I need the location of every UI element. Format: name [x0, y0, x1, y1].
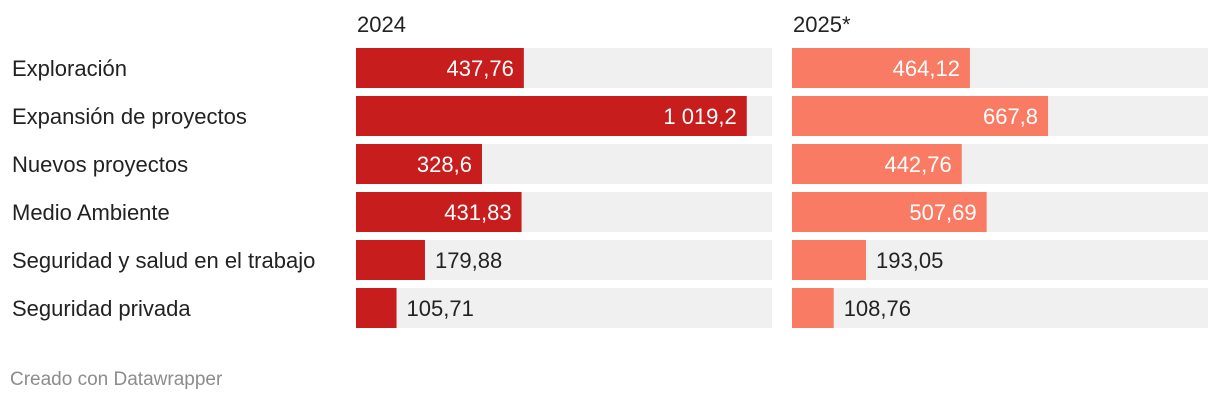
- bar: [792, 96, 1049, 136]
- data-label: 464,12: [893, 56, 960, 81]
- bar: [792, 48, 970, 88]
- data-label: 667,8: [983, 104, 1038, 129]
- category-label: Expansión de proyectos: [12, 104, 247, 129]
- bar: [792, 288, 834, 328]
- category-label: Medio Ambiente: [12, 200, 170, 225]
- category-label: Exploración: [12, 56, 127, 81]
- data-label: 328,6: [417, 152, 472, 177]
- data-label: 105,71: [407, 296, 474, 321]
- bar: [792, 144, 962, 184]
- data-label: 179,88: [435, 248, 502, 273]
- category-label: Seguridad privada: [12, 296, 191, 321]
- bar-track: [356, 240, 772, 280]
- bar: [356, 192, 522, 232]
- data-label: 442,76: [884, 152, 951, 177]
- data-label: 1 019,2: [663, 104, 736, 129]
- panel-header-1: 2025*: [793, 12, 851, 37]
- bar: [356, 96, 747, 136]
- bar: [792, 192, 987, 232]
- data-label: 437,76: [447, 56, 514, 81]
- data-label: 431,83: [444, 200, 511, 225]
- bar: [356, 240, 425, 280]
- bar: [356, 144, 482, 184]
- data-label: 507,69: [909, 200, 976, 225]
- bar: [356, 288, 397, 328]
- footer-credit: Creado con Datawrapper: [10, 369, 223, 390]
- category-label: Seguridad y salud en el trabajo: [12, 248, 315, 273]
- bar-track: [792, 288, 1208, 328]
- category-label: Nuevos proyectos: [12, 152, 188, 177]
- bar: [356, 48, 524, 88]
- bar-track: [356, 288, 772, 328]
- data-label: 193,05: [876, 248, 943, 273]
- bar: [792, 240, 867, 280]
- data-label: 108,76: [844, 296, 911, 321]
- panel-header-0: 2024: [357, 12, 406, 37]
